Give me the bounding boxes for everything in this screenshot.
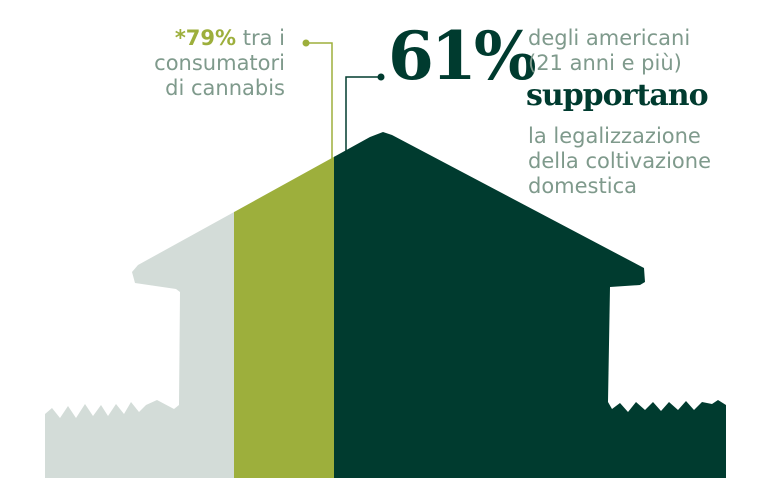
americans-leader-line — [345, 76, 381, 156]
americans-note-line3: la legalizzazione — [528, 124, 701, 148]
consumers-note-line1: tra i — [236, 26, 285, 50]
consumers-note-line3: di cannabis — [165, 76, 285, 100]
americans-note-line5: domestica — [528, 174, 637, 198]
americans-note-line2: (21 anni e più) — [528, 51, 682, 75]
consumers-leader-dot — [302, 39, 310, 47]
americans-note-top: degli americani (21 anni e più) — [528, 26, 690, 76]
americans-note-bottom: la legalizzazione della coltivazione dom… — [528, 124, 711, 199]
consumers-note: *79% tra i consumatori di cannabis — [154, 26, 285, 101]
americans-note-line4: della coltivazione — [528, 149, 711, 173]
consumers-leader-line — [306, 42, 333, 163]
consumers-percentage: *79% — [174, 26, 237, 50]
consumers-note-line2: consumatori — [154, 51, 285, 75]
support-verb: supportano — [526, 78, 709, 113]
americans-leader-dot — [377, 73, 385, 81]
americans-percentage: 61% — [388, 17, 537, 95]
americans-note-line1: degli americani — [528, 26, 691, 50]
